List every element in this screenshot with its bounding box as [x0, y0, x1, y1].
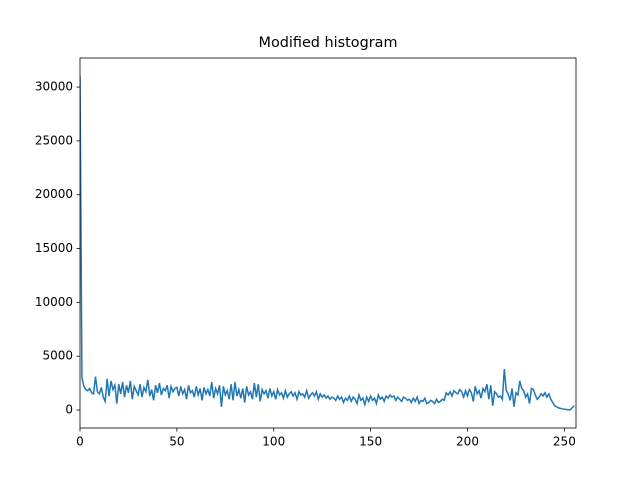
chart-title: Modified histogram	[259, 35, 398, 51]
x-tick-label: 200	[456, 435, 479, 449]
y-tick-label: 15000	[35, 241, 73, 255]
y-tick-label: 0	[65, 403, 73, 417]
line	[80, 76, 575, 411]
y-tick-label: 5000	[42, 349, 73, 363]
y-tick-label: 30000	[35, 80, 73, 94]
y-tick-label: 10000	[35, 295, 73, 309]
y-tick-label: 20000	[35, 187, 73, 201]
x-tick-label: 0	[76, 435, 84, 449]
x-tick-label: 250	[553, 435, 576, 449]
x-tick-label: 100	[262, 435, 285, 449]
y-tick-label: 25000	[35, 133, 73, 147]
x-tick-label: 150	[359, 435, 382, 449]
x-tick-label: 50	[169, 435, 184, 449]
plot-frame	[79, 57, 577, 429]
